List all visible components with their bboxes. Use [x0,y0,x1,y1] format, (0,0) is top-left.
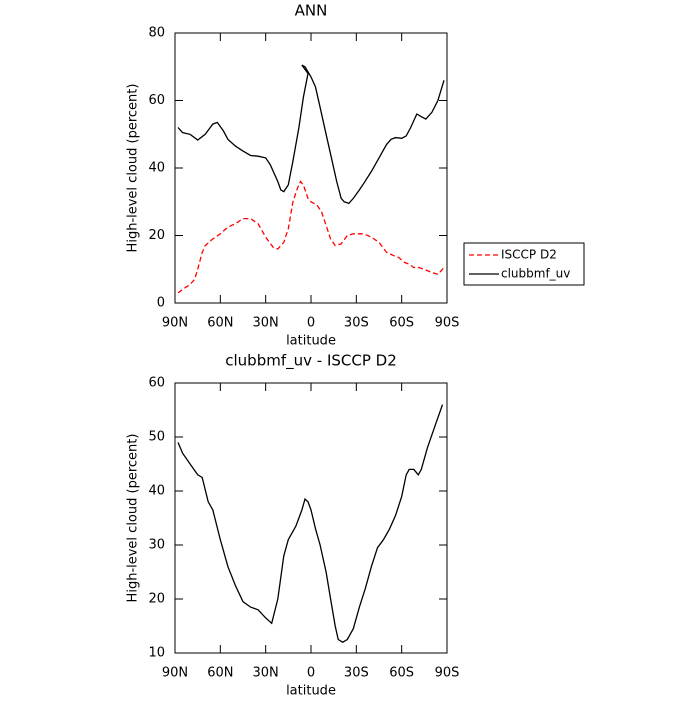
data-line [177,404,444,643]
x-tick-label: 30S [344,316,369,331]
y-tick-label: 80 [148,26,165,41]
y-tick-label: 20 [148,592,165,607]
y-tick-label: 30 [148,538,165,553]
x-tick-label: 60N [207,316,233,331]
x-tick-label: 30N [253,666,279,681]
x-tick-label: 90S [435,316,460,331]
x-axis-label: latitude [286,334,336,349]
legend-label: clubbmf_uv [501,267,570,281]
y-axis-label: High-level cloud (percent) [126,434,141,603]
y-tick-label: 0 [157,296,165,311]
legend-box [463,242,585,286]
x-tick-label: 0 [307,666,315,681]
x-tick-label: 60N [207,666,233,681]
y-tick-label: 60 [148,376,165,391]
x-tick-label: 60S [389,316,414,331]
y-tick-label: 50 [148,430,165,445]
data-line [177,180,445,294]
y-tick-label: 40 [148,484,165,499]
y-tick-label: 40 [148,161,165,176]
chart-title: clubbmf_uv - ISCCP D2 [225,352,397,371]
data-line [177,64,445,205]
x-tick-label: 60S [389,666,414,681]
x-axis-label: latitude [286,684,336,699]
x-tick-label: 0 [307,316,315,331]
x-tick-label: 90S [435,666,460,681]
x-tick-label: 90N [162,666,188,681]
y-axis-label: High-level cloud (percent) [126,84,141,253]
x-tick-label: 30S [344,666,369,681]
y-tick-label: 10 [148,646,165,661]
x-tick-label: 90N [162,316,188,331]
chart-title: ANN [295,2,328,20]
y-tick-label: 20 [148,228,165,243]
plot-frame [174,382,448,654]
x-tick-label: 30N [253,316,279,331]
y-tick-label: 60 [148,93,165,108]
legend-label: ISCCP D2 [501,248,557,262]
plot-frame [174,32,448,304]
